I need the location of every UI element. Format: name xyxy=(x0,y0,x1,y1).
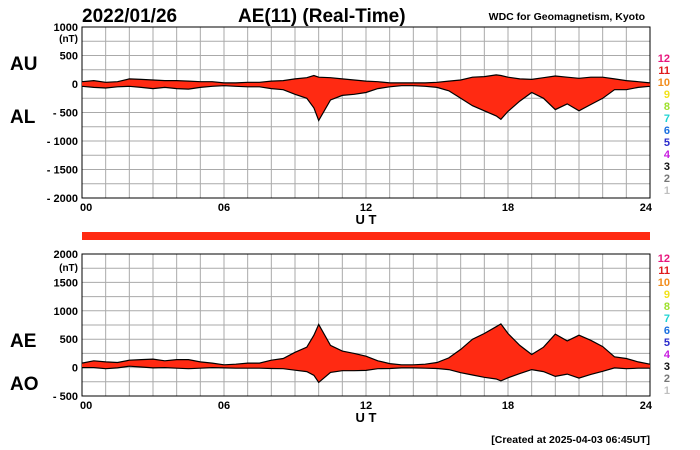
station-legend-label: 5 xyxy=(664,137,670,149)
x-tick-label: 06 xyxy=(218,202,230,214)
unit-label: (nT) xyxy=(59,263,78,274)
x-axis-label: U T xyxy=(356,410,377,425)
series-fill xyxy=(82,74,650,121)
station-legend-label: 10 xyxy=(658,277,670,289)
series-line-al xyxy=(81,85,651,122)
x-tick-label: 00 xyxy=(80,202,92,214)
unit-label: (nT) xyxy=(59,34,78,45)
station-legend-label: 11 xyxy=(658,65,670,77)
source-label: WDC for Geomagnetism, Kyoto xyxy=(489,11,645,23)
station-legend-label: 9 xyxy=(664,89,670,101)
x-tick-label: 12 xyxy=(360,400,372,412)
station-legend-label: 1 xyxy=(664,185,670,197)
y-tick-label: 1000 xyxy=(54,306,78,318)
station-legend-label: 3 xyxy=(664,361,670,373)
station-legend-label: 8 xyxy=(664,301,670,313)
station-legend-label: 9 xyxy=(664,289,670,301)
x-tick-label: 24 xyxy=(640,202,653,214)
station-legend-label: 8 xyxy=(664,101,670,113)
station-legend-label: 12 xyxy=(658,53,670,65)
index-label-lower: AO xyxy=(10,374,39,395)
station-legend-label: 6 xyxy=(664,125,670,137)
created-timestamp: [Created at 2025-04-03 06:45UT] xyxy=(491,434,650,446)
station-legend-label: 5 xyxy=(664,337,670,349)
y-tick-label: - 500 xyxy=(53,108,78,120)
y-tick-label: 1000 xyxy=(54,22,78,34)
index-label-upper: AU xyxy=(10,54,37,75)
y-tick-label: - 2000 xyxy=(47,193,78,205)
plot-frame xyxy=(81,253,651,397)
index-label-lower: AL xyxy=(10,107,36,128)
x-axis-label: U T xyxy=(356,212,377,227)
station-legend-label: 4 xyxy=(664,149,671,161)
station-legend-label: 10 xyxy=(658,77,670,89)
station-legend-label: 2 xyxy=(664,173,670,185)
y-tick-label: - 500 xyxy=(53,391,78,403)
y-tick-label: - 1000 xyxy=(47,136,78,148)
index-label-upper: AE xyxy=(10,331,36,352)
station-legend-label: 7 xyxy=(664,113,670,125)
y-tick-label: 0 xyxy=(72,363,78,375)
x-tick-label: 18 xyxy=(502,202,514,214)
x-tick-label: 24 xyxy=(640,400,653,412)
x-tick-label: 18 xyxy=(502,400,514,412)
y-tick-label: 0 xyxy=(72,79,78,91)
station-legend-label: 12 xyxy=(658,253,670,265)
y-tick-label: 2000 xyxy=(54,249,78,261)
station-legend-label: 2 xyxy=(664,373,670,385)
y-tick-label: 1500 xyxy=(54,277,78,289)
station-legend-label: 11 xyxy=(658,265,670,277)
date-title: 2022/01/26 xyxy=(82,6,177,27)
y-tick-label: - 1500 xyxy=(47,165,78,177)
y-tick-label: 500 xyxy=(60,51,78,63)
station-legend-label: 3 xyxy=(664,161,670,173)
separator-bar xyxy=(82,232,650,240)
x-tick-label: 06 xyxy=(218,400,230,412)
series-line-ao xyxy=(82,365,650,384)
x-tick-label: 12 xyxy=(360,202,372,214)
series-line-ae xyxy=(81,323,651,366)
plot-frame xyxy=(81,26,651,199)
series-line-au xyxy=(81,74,651,84)
station-legend-label: 1 xyxy=(664,385,670,397)
x-tick-label: 00 xyxy=(80,400,92,412)
station-legend-label: 6 xyxy=(664,325,670,337)
station-legend-label: 7 xyxy=(664,313,670,325)
chart-title: AE(11) (Real-Time) xyxy=(238,6,406,27)
y-tick-label: 500 xyxy=(60,334,78,346)
station-legend-label: 4 xyxy=(664,349,671,361)
